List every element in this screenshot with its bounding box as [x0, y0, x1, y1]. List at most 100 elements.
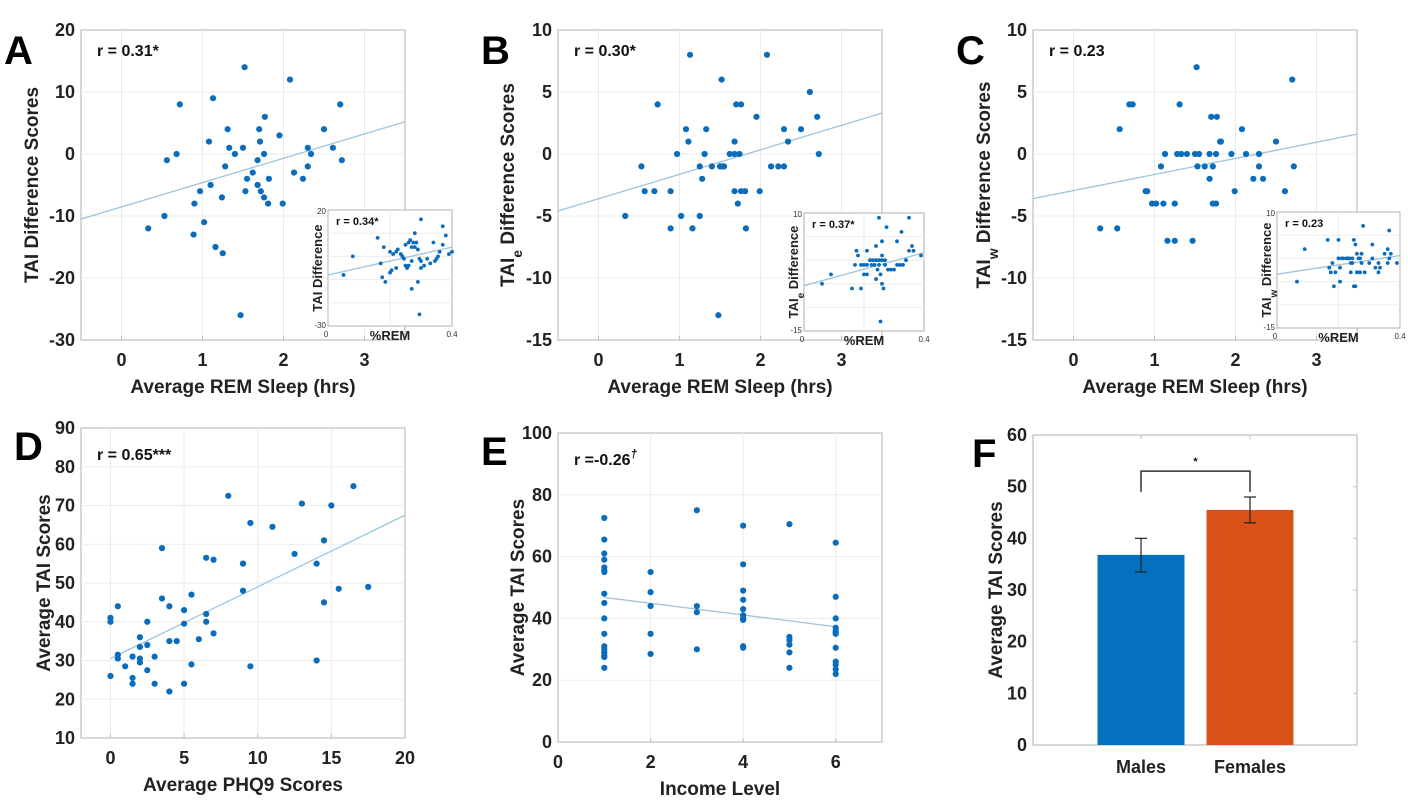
inset-data-point — [1295, 279, 1299, 284]
data-point — [151, 680, 158, 687]
data-point — [239, 144, 247, 151]
y-axis-label: Average TAI Scores — [34, 494, 55, 671]
y-tick-label: -20 — [49, 268, 75, 288]
data-point — [114, 603, 121, 610]
inset-data-point — [1330, 261, 1335, 265]
data-point — [239, 560, 247, 567]
inset-data-point — [1355, 251, 1359, 256]
inset-data-point — [440, 224, 445, 229]
data-point — [601, 556, 608, 563]
inset-y-axis-label-rest: Difference — [1259, 223, 1274, 290]
data-point — [1144, 188, 1151, 195]
x-tick-label: 2 — [1230, 350, 1240, 370]
x-tick-label: 3 — [1311, 350, 1321, 370]
y-axis-label: TAI Difference Scores — [22, 87, 43, 283]
data-point — [699, 175, 706, 182]
data-point — [601, 615, 608, 622]
inset-data-point — [417, 312, 422, 317]
data-point — [832, 644, 839, 651]
inset-data-point — [350, 254, 355, 259]
data-point — [756, 188, 763, 195]
data-point — [832, 670, 839, 678]
inset-data-point — [1338, 265, 1342, 270]
data-point — [734, 200, 741, 207]
data-point — [269, 523, 276, 530]
correlation-value: r =-0.26 — [574, 452, 631, 469]
inset-data-point — [1367, 261, 1372, 265]
data-point — [144, 618, 151, 625]
data-point — [1153, 200, 1160, 207]
data-point — [166, 688, 173, 695]
data-point — [224, 126, 231, 133]
inset-data-point — [341, 273, 346, 277]
data-point — [715, 312, 722, 319]
data-point — [166, 638, 173, 645]
inset-data-point — [1336, 256, 1341, 261]
data-point — [693, 609, 700, 616]
inset-data-point — [1341, 256, 1346, 261]
panel-a: A 0 1 2 3 -30 -20 -10 0 10 20 r = 0.31* Average REM … — [4, 20, 458, 398]
data-point — [740, 596, 747, 603]
inset-data-point — [878, 272, 883, 277]
inset-data-point — [391, 252, 395, 256]
inset-data-point — [1395, 261, 1399, 265]
inset-data-point — [437, 249, 442, 254]
data-point — [1242, 150, 1250, 158]
data-point — [158, 595, 166, 602]
data-point — [718, 76, 725, 83]
y-tick-label: 10 — [1007, 20, 1027, 40]
inset-y-axis-label-subscript: w — [1269, 290, 1280, 299]
inset-data-point — [881, 286, 886, 291]
inset-plot: r = 0.37* 0 0.4 10 -15 %REM TAIe Difference — [786, 210, 930, 348]
data-point — [647, 630, 654, 637]
data-point — [1161, 150, 1169, 158]
data-point — [1194, 163, 1201, 170]
x-tick-label: 6 — [831, 752, 841, 772]
data-point — [256, 138, 264, 145]
data-point — [1157, 163, 1165, 170]
inset-data-point — [911, 248, 916, 253]
panel-letter: A — [4, 29, 33, 73]
inset-data-point — [899, 229, 904, 234]
data-point — [129, 674, 136, 682]
data-point — [601, 536, 608, 543]
data-point — [740, 606, 747, 613]
y-axis-label-rest: Difference Scores — [974, 82, 995, 249]
data-point — [701, 150, 708, 158]
inset-data-point — [859, 263, 863, 267]
data-point — [320, 599, 328, 606]
inset-data-point — [862, 263, 866, 267]
inset-data-point — [880, 281, 884, 286]
regression-line — [80, 121, 406, 220]
inset-data-point — [883, 263, 887, 267]
data-point — [114, 655, 121, 662]
data-point — [1255, 150, 1263, 158]
data-point — [158, 545, 166, 552]
inset-data-point — [1387, 228, 1392, 233]
y-axis-label: Average TAI Scores — [986, 501, 1007, 678]
data-point — [1213, 113, 1220, 120]
x-tick-label: 1 — [197, 350, 207, 370]
data-point — [654, 101, 661, 108]
data-point — [203, 618, 210, 625]
data-point — [786, 649, 793, 656]
data-point — [601, 653, 608, 661]
data-point — [736, 150, 743, 158]
y-tick-label: 100 — [522, 423, 552, 443]
data-point — [328, 502, 335, 509]
x-axis-label: Income Level — [660, 779, 780, 800]
inset-x-tick-label: 0 — [1273, 332, 1278, 341]
data-point — [753, 113, 760, 120]
correlation-value: r = 0.65*** — [97, 447, 172, 464]
data-point — [1217, 138, 1225, 145]
inset-data-point — [872, 263, 877, 267]
y-axis-label-subscript: e — [509, 250, 525, 258]
data-point — [814, 113, 821, 120]
data-point — [210, 630, 217, 637]
inset-data-point — [1328, 270, 1333, 275]
inset-y-axis-label: TAI Difference — [310, 224, 325, 311]
inset-data-point — [871, 258, 875, 263]
data-point — [313, 657, 320, 664]
inset-data-point — [1361, 224, 1365, 228]
